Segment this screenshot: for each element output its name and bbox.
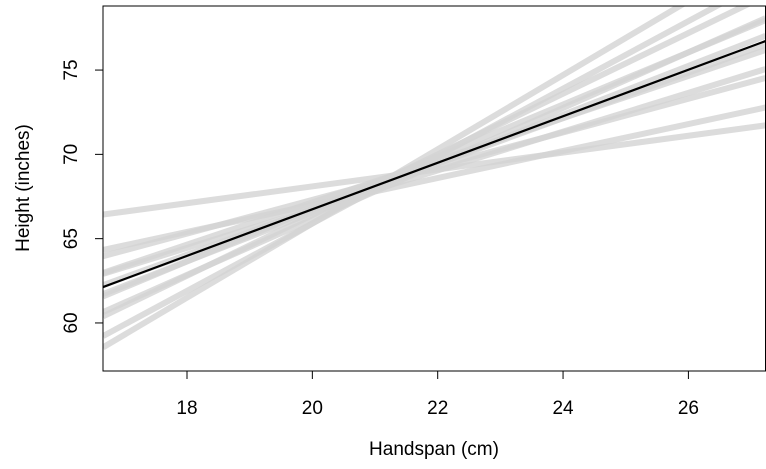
x-tick-label: 18 xyxy=(176,398,197,419)
sample-line xyxy=(103,6,723,339)
x-tick-label: 26 xyxy=(678,398,699,419)
sample-line xyxy=(103,66,766,277)
y-tick-label: 65 xyxy=(61,228,82,249)
y-tick-label: 60 xyxy=(61,312,82,333)
x-tick-label: 24 xyxy=(552,398,574,419)
y-tick-label: 70 xyxy=(61,144,82,165)
sample-line xyxy=(103,6,686,350)
mean-line xyxy=(103,40,766,289)
y-axis-title: Height (inches) xyxy=(13,124,34,252)
x-tick-label: 22 xyxy=(427,398,448,419)
plot-area xyxy=(103,6,766,350)
y-tick-label: 75 xyxy=(61,59,82,80)
x-tick-label: 20 xyxy=(302,398,323,419)
x-axis-title: Handspan (cm) xyxy=(369,439,499,460)
